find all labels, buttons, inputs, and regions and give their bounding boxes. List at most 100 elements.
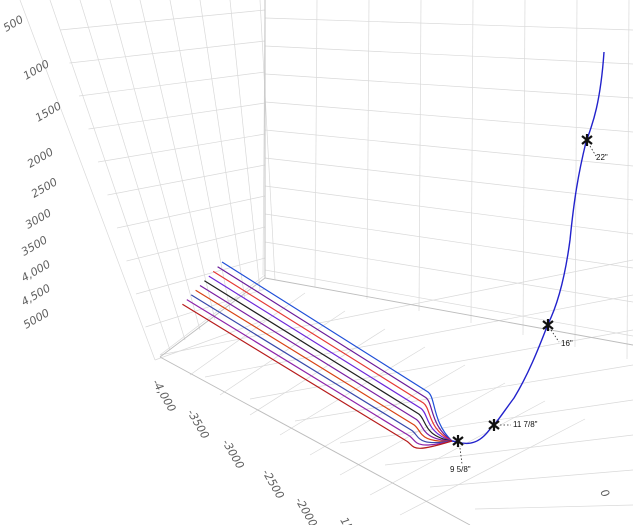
casing-label: 22"	[596, 153, 608, 162]
grid-line	[339, 399, 633, 444]
x-tick-label: -2000	[292, 495, 319, 525]
grid-line	[474, 504, 633, 510]
z-tick-label: 500	[1, 13, 26, 35]
lateral-line	[182, 303, 453, 449]
lateral-line	[217, 266, 453, 442]
grid-line	[366, 0, 370, 300]
grid-line	[264, 213, 633, 269]
grid-line	[264, 101, 633, 133]
casing-label: 9 5/8"	[450, 465, 471, 474]
grid-line	[399, 418, 586, 516]
x-tick-label: -4,000	[149, 377, 178, 414]
casing-markers: 22" 16" 11 7/8" 9 5/8"	[450, 134, 608, 474]
casing-shoe-icon	[452, 435, 464, 447]
grid-line	[470, 0, 474, 324]
x-tick-label: -2500	[259, 467, 286, 501]
grid-line	[69, 40, 266, 64]
axis-tick-labels: 500 1000 1500 2000 2500 300035004,0004,500500…	[1, 13, 612, 525]
z-tick-label: 3500	[19, 233, 50, 258]
casing-label: 16"	[561, 339, 573, 348]
wellbore-trajectory-line	[451, 51, 605, 445]
grid-line	[279, 346, 426, 436]
grid-line	[264, 157, 633, 201]
grid-line	[294, 364, 633, 422]
grid-line	[264, 129, 633, 167]
grid-line	[97, 133, 266, 163]
grid-line	[88, 102, 266, 130]
grid-line	[264, 45, 633, 65]
z-tick-label: 2000	[25, 145, 56, 170]
x-tick-label: 1500	[337, 515, 362, 525]
lateral-line	[212, 270, 453, 442]
grid-line	[219, 310, 346, 396]
casing-marker: 11 7/8"	[488, 419, 538, 431]
casing-leader-line	[459, 447, 463, 465]
grid-line	[19, 0, 156, 361]
axis-edge-line	[159, 277, 266, 358]
grid-line	[59, 9, 266, 31]
grid-line	[154, 319, 266, 361]
grid-planes	[19, 0, 633, 525]
grid-line	[522, 0, 526, 336]
casing-shoe-icon	[581, 134, 593, 146]
grid-line	[109, 0, 201, 331]
grid-line	[204, 294, 633, 378]
z-tick-label: 4,000	[19, 258, 53, 285]
grid-line	[314, 0, 318, 288]
grid-line	[369, 400, 546, 496]
z-tick-label: 3000	[23, 206, 54, 231]
grid-line	[249, 329, 633, 400]
grid-line	[418, 0, 422, 312]
axis-edge-line	[264, 277, 633, 346]
y-tick-label: 0	[597, 487, 612, 500]
grid-line	[429, 469, 633, 488]
lateral-line	[186, 299, 453, 446]
grid-line	[145, 288, 266, 328]
grid-line	[574, 0, 578, 348]
grid-line	[264, 73, 633, 99]
grid-line	[384, 434, 633, 466]
z-tick-label: 5000	[21, 306, 52, 331]
casing-label: 11 7/8"	[513, 420, 538, 429]
casing-leader-line	[550, 329, 560, 343]
lateral-line	[190, 294, 453, 444]
casing-marker: 22"	[581, 134, 608, 162]
lateral-line	[221, 261, 453, 442]
z-tick-label: 1500	[33, 99, 64, 124]
axis-edge-line	[159, 356, 471, 525]
grid-line	[309, 364, 466, 456]
lateral-line	[208, 275, 453, 442]
grid-line	[78, 71, 266, 97]
lateral-line	[199, 284, 453, 442]
x-tick-label: -3000	[219, 437, 246, 471]
grid-line	[79, 0, 186, 341]
casing-marker: 9 5/8"	[450, 435, 471, 474]
x-tick-label: -3500	[184, 407, 211, 441]
grid-line	[264, 241, 633, 303]
grid-line	[626, 0, 630, 360]
lateral-line	[204, 280, 453, 442]
grid-line	[169, 0, 231, 311]
casing-shoe-icon	[488, 419, 500, 431]
grid-line	[229, 0, 261, 291]
lateral-lines	[182, 261, 453, 449]
grid-line	[189, 292, 306, 376]
z-tick-label: 4,500	[19, 282, 53, 309]
grid-line	[199, 0, 246, 301]
casing-marker: 16"	[542, 319, 573, 348]
grid-line	[107, 164, 266, 196]
casing-shoe-icon	[542, 319, 554, 331]
grid-line	[264, 17, 633, 31]
z-tick-label: 2500	[29, 175, 60, 200]
grid-line	[339, 382, 506, 476]
grid-line	[259, 0, 276, 281]
grid-line	[264, 269, 633, 337]
grid-line	[264, 185, 633, 235]
grid-line	[135, 257, 266, 295]
lateral-line	[195, 289, 453, 442]
z-tick-label: 1000	[21, 57, 52, 82]
grid-line	[126, 226, 266, 262]
grid-line	[49, 0, 171, 351]
grid-line	[116, 195, 266, 229]
